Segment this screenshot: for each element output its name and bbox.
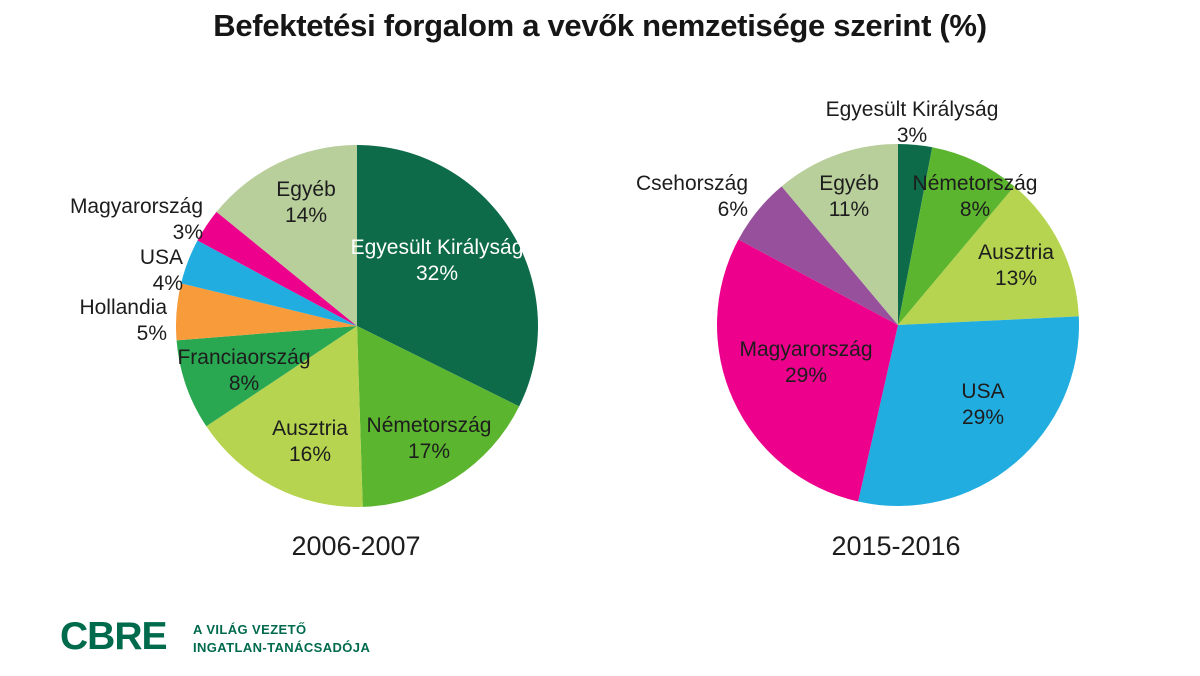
cbre-tagline: A VILÁG VEZETŐ INGATLAN-TANÁCSADÓJA	[193, 621, 370, 657]
pie-slice-2006-2007-ausztria	[206, 326, 363, 507]
cbre-logo: CBRE	[60, 615, 168, 658]
pie-label-name: Egyéb	[276, 178, 336, 201]
pie-label-2006-2007-ausztria: Ausztria 16%	[272, 416, 348, 468]
pie-svg-2015-2016	[717, 144, 1079, 506]
pie-label-percent: 29%	[961, 406, 1005, 429]
pie-label-name: Németország	[912, 172, 1038, 195]
pie-slice-2006-2007-magyarorszag	[197, 211, 357, 326]
pie-label-name: Németország	[366, 414, 492, 437]
pie-label-name: Egyéb	[819, 172, 879, 195]
pie-label-name: Egyesült Királyság	[825, 98, 999, 121]
pie-label-2015-2016-magyarorszag: Magyarország 29%	[739, 337, 872, 389]
pie-label-percent: 32%	[415, 262, 459, 285]
pie-label-percent: 4%	[152, 272, 183, 295]
pie-slice-2006-2007-egyeb	[216, 145, 357, 326]
pie-label-name: Magyarország	[69, 195, 203, 218]
pie-label-percent: 11%	[828, 198, 870, 221]
pie-label-percent: 5%	[136, 322, 167, 345]
pie-slice-2006-2007-hollandia	[176, 283, 357, 341]
pie-svg-2006-2007	[176, 145, 538, 507]
pie-label-name: Ausztria	[978, 241, 1054, 264]
pie-chart-2006-2007	[176, 145, 538, 507]
pie-slice-2015-2016-csehorszag	[738, 186, 898, 325]
pie-slice-2015-2016-magyarorszag	[717, 239, 898, 502]
pie-label-2006-2007-usa: USA 4%	[140, 245, 183, 297]
pie-label-2006-2007-egyeb: Egyéb 14%	[276, 177, 336, 229]
pie-label-percent: 14%	[284, 204, 328, 227]
pie-label-percent: 13%	[994, 267, 1038, 290]
pie-label-percent: 17%	[407, 440, 451, 463]
pie-label-name: Egyesült Királyság	[350, 236, 524, 259]
pie-label-name: Magyarország	[739, 338, 873, 361]
pie-slice-2006-2007-usa	[181, 240, 357, 326]
pie-slice-2015-2016-nemetorszag	[898, 147, 1015, 325]
pie-label-percent: 8%	[959, 198, 991, 221]
pie-caption-2006-2007: 2006-2007	[291, 531, 421, 561]
pie-label-2006-2007-nemetorszag: Németország 17%	[367, 413, 492, 465]
pie-slice-2015-2016-usa	[858, 316, 1079, 506]
pie-label-name: Ausztria	[272, 417, 348, 440]
pie-label-2015-2016-nemetorszag: Németország 8%	[913, 171, 1038, 223]
pie-slice-2006-2007-nemetorszag	[357, 326, 520, 507]
pie-label-percent: 29%	[784, 364, 828, 387]
pie-label-name: USA	[961, 380, 1005, 403]
pie-label-2015-2016-csehorszag: Csehország 6%	[636, 171, 748, 223]
pie-label-2006-2007-magyarorszag: Magyarország 3%	[70, 194, 203, 246]
pie-label-name: USA	[139, 246, 183, 269]
pie-label-name: Hollandia	[79, 296, 167, 319]
pie-label-percent: 6%	[717, 198, 748, 221]
pie-caption-2015-2016: 2015-2016	[831, 531, 961, 561]
pie-slice-2006-2007-franciaorszag	[176, 326, 357, 427]
pie-label-2015-2016-egyesult-kiralysag: Egyesült Királyság 3%	[826, 97, 999, 149]
pie-label-2006-2007-egyesult-kiralysag: Egyesült Királyság 32%	[351, 235, 524, 287]
pie-label-name: Franciaország	[177, 346, 311, 369]
pie-label-percent: 16%	[288, 443, 332, 466]
cbre-tagline-line2: INGATLAN-TANÁCSADÓJA	[193, 640, 371, 655]
pie-label-2006-2007-hollandia: Hollandia 5%	[79, 295, 167, 347]
pie-slice-2015-2016-ausztria	[898, 186, 1079, 325]
pie-label-percent: 3%	[896, 124, 928, 147]
pie-chart-2015-2016	[717, 144, 1079, 506]
pie-label-2015-2016-usa: USA 29%	[961, 379, 1004, 431]
pie-slice-2006-2007-egyesult-kiralysag	[357, 145, 538, 407]
pie-label-2015-2016-ausztria: Ausztria 13%	[978, 240, 1054, 292]
cbre-tagline-line1: A VILÁG VEZETŐ	[193, 622, 307, 637]
pie-label-percent: 8%	[228, 372, 260, 395]
pie-label-name: Csehország	[635, 172, 748, 195]
pie-slice-2015-2016-egyesult-kiralysag	[898, 144, 933, 325]
page-title: Befektetési forgalom a vevők nemzetisége…	[213, 8, 987, 43]
pie-label-2006-2007-franciaorszag: Franciaország 8%	[177, 345, 310, 397]
pie-slice-2015-2016-egyeb	[781, 144, 898, 325]
pie-label-percent: 3%	[172, 221, 203, 244]
pie-label-2015-2016-egyeb: Egyéb 11%	[819, 171, 879, 223]
